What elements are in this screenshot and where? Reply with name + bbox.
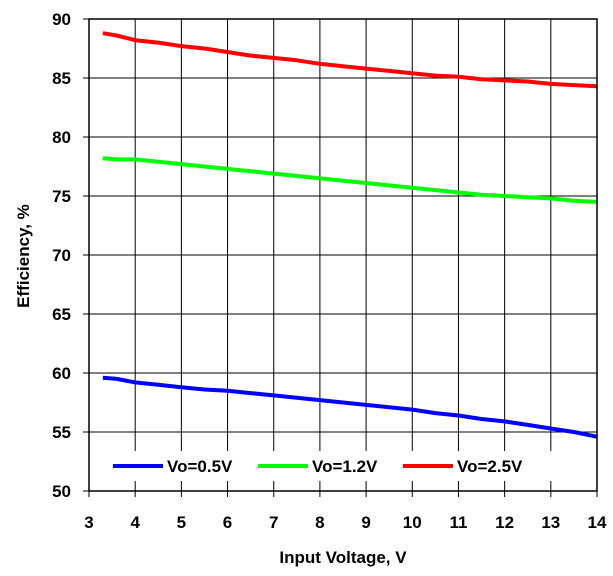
- plot-area-border: [88, 18, 598, 492]
- series-line-1: [102, 375, 598, 439]
- legend-label-1: Vo=0.5V: [167, 457, 233, 476]
- series-lines: [102, 31, 598, 439]
- x-axis-title: Input Voltage, V: [279, 548, 407, 567]
- x-tick-label: 12: [495, 513, 514, 532]
- y-tick-label: 65: [52, 305, 71, 324]
- series-line-3: [102, 31, 598, 89]
- x-tick-label: 7: [269, 513, 278, 532]
- y-tick-label: 85: [52, 69, 71, 88]
- x-tick-label: 13: [541, 513, 560, 532]
- y-tick-label: 60: [52, 364, 71, 383]
- legend-label-2: Vo=1.2V: [312, 457, 378, 476]
- x-tick-label: 4: [130, 513, 140, 532]
- legend: Vo=0.5V Vo=1.2V Vo=2.5V: [101, 451, 591, 481]
- legend-label-3: Vo=2.5V: [457, 457, 523, 476]
- tick-labels: 3 4 5 6 7 8 9 10 11 12 13 14 50 55 60 65 70 75 80 85 90: [52, 10, 607, 532]
- series-line-2: [102, 156, 598, 204]
- x-tick-label: 8: [315, 513, 324, 532]
- x-tick-label: 6: [223, 513, 232, 532]
- x-tick-label: 3: [84, 513, 93, 532]
- y-tick-label: 50: [52, 482, 71, 501]
- y-tick-label: 75: [52, 187, 71, 206]
- y-tick-label: 70: [52, 246, 71, 265]
- x-tick-label: 10: [403, 513, 422, 532]
- y-axis-title: Efficiency, %: [14, 204, 33, 308]
- y-tick-label: 80: [52, 128, 71, 147]
- axes: [83, 18, 598, 497]
- x-tick-label: 11: [449, 513, 467, 532]
- gridlines: [88, 18, 598, 492]
- x-tick-label: 5: [177, 513, 186, 532]
- legend-box: [101, 451, 591, 481]
- y-tick-label: 55: [52, 423, 71, 442]
- x-tick-label: 14: [588, 513, 607, 532]
- y-tick-label: 90: [52, 10, 71, 29]
- x-tick-label: 9: [361, 513, 370, 532]
